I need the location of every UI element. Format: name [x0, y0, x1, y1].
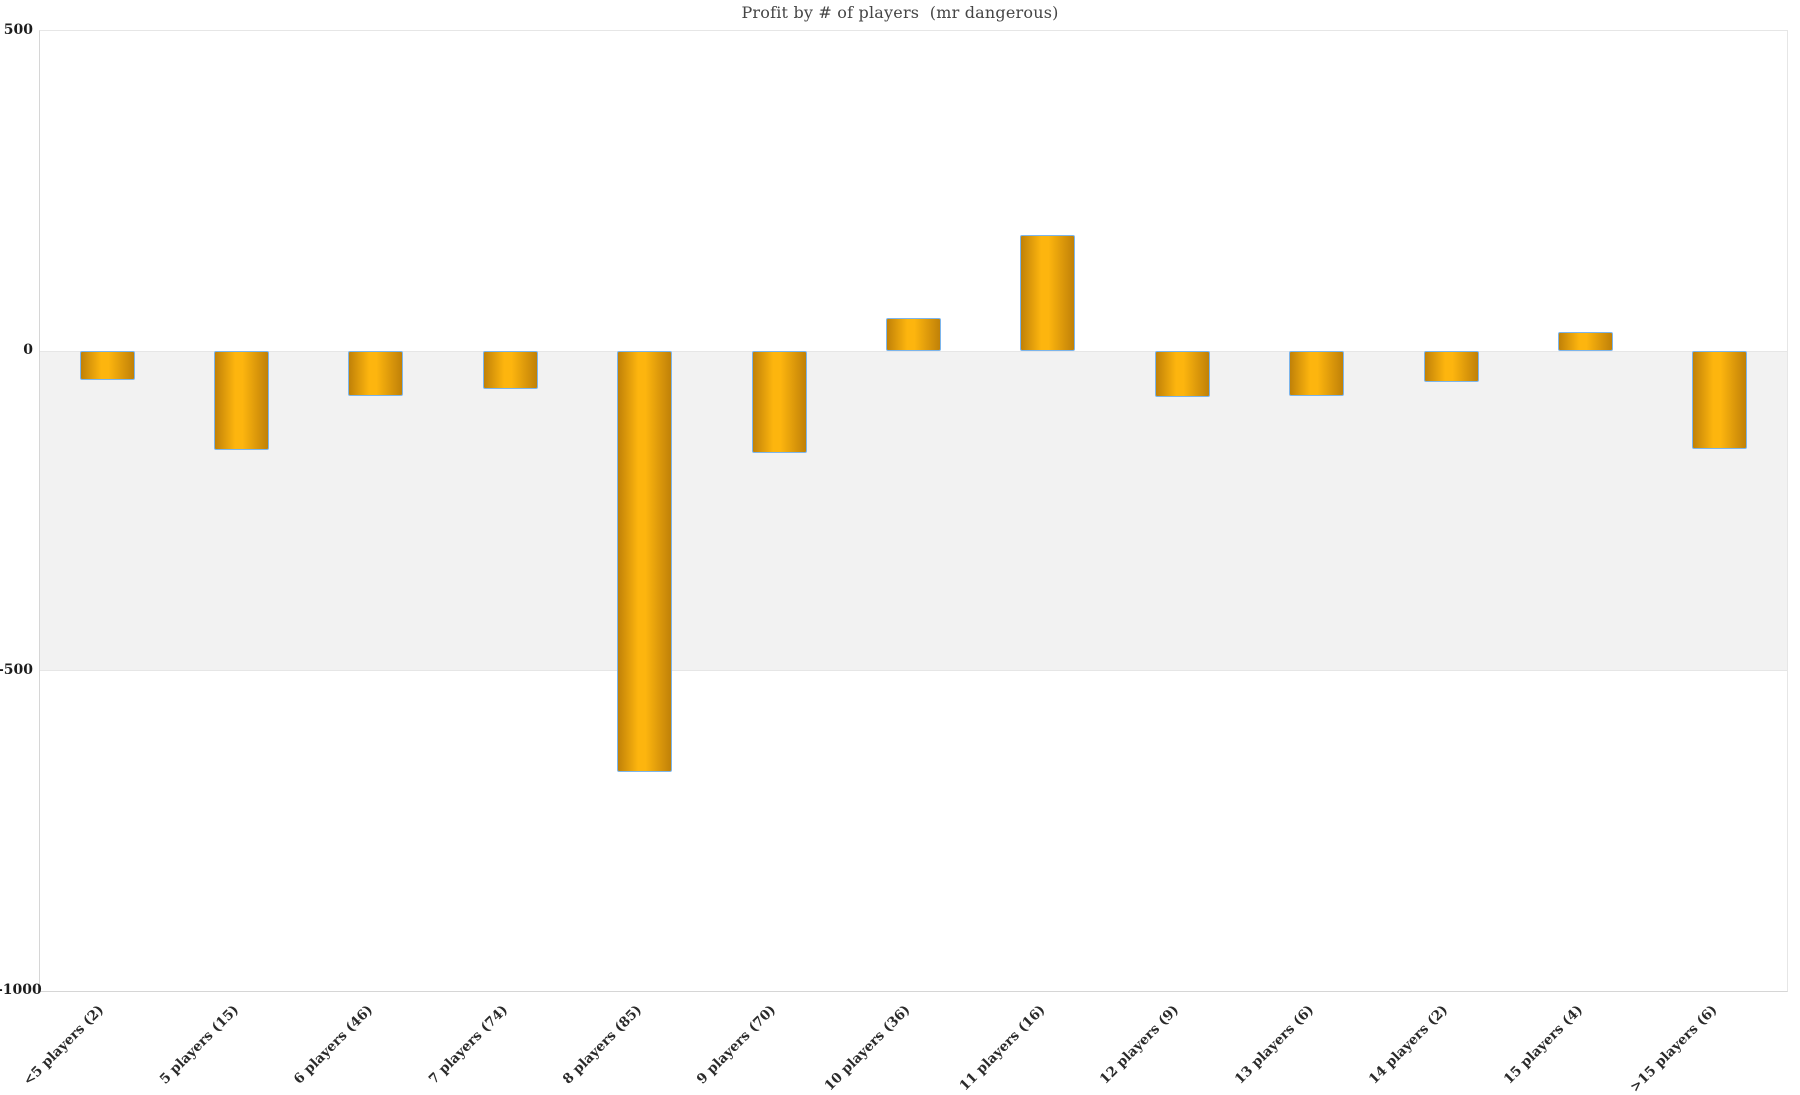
profit-bar-2[interactable] — [214, 351, 270, 451]
x-tick-label: 12 players (9) — [1097, 1002, 1183, 1088]
y-tick-label: 500 — [3, 22, 33, 38]
profit-bar-7[interactable] — [886, 317, 941, 351]
x-tick-label: 10 players (36) — [821, 1002, 914, 1095]
profit-bar-4[interactable] — [482, 351, 538, 390]
profit-bar-1[interactable] — [79, 351, 135, 381]
profit-bar-11[interactable] — [1423, 351, 1479, 382]
plot-band — [40, 351, 1787, 671]
y-tick-label: -1000 — [0, 982, 42, 998]
profit-bar-13[interactable] — [1692, 351, 1748, 449]
profit-bar-8[interactable] — [1020, 235, 1076, 351]
profit-bar-12[interactable] — [1557, 331, 1613, 351]
x-tick-label: 5 players (15) — [156, 1002, 242, 1088]
x-tick-label: 15 players (4) — [1500, 1002, 1586, 1088]
profit-bar-3[interactable] — [348, 351, 404, 397]
x-tick-label: <5 players (2) — [20, 1002, 108, 1089]
profit-bar-6[interactable] — [751, 351, 807, 453]
x-tick-label: 8 players (85) — [559, 1002, 646, 1088]
plot-area — [39, 30, 1788, 992]
x-tick-label: 9 players (70) — [694, 1002, 780, 1088]
x-tick-label: 11 players (16) — [956, 1002, 1049, 1095]
x-tick-label: >15 players (6) — [1626, 1002, 1721, 1095]
profit-bar-9[interactable] — [1154, 351, 1210, 398]
x-tick-label: 7 players (74) — [425, 1002, 511, 1088]
x-tick-label: 6 players (46) — [290, 1002, 377, 1088]
y-tick-label: 0 — [23, 342, 33, 358]
x-tick-label: 14 players (2) — [1365, 1002, 1452, 1088]
x-tick-label: 13 players (6) — [1231, 1002, 1317, 1088]
chart-title: Profit by # of players (mr dangerous) — [741, 3, 1059, 22]
profit-bar-10[interactable] — [1289, 351, 1345, 396]
y-tick-label: -500 — [0, 662, 33, 678]
profit-bar-5[interactable] — [617, 351, 673, 773]
